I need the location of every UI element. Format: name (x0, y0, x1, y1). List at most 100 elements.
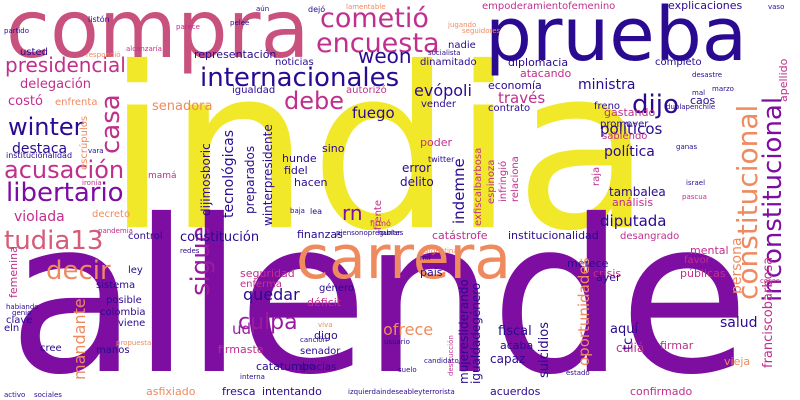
word-dinamitado: dinamitado (420, 57, 477, 68)
word-activo: activo (4, 391, 26, 399)
word-explicaciones: explicaciones (668, 0, 743, 12)
word-oportunidades: oportunidades (575, 257, 593, 366)
word-acusacion: acusación (4, 156, 125, 184)
word-pascua: pascua (682, 193, 707, 201)
word-relaciona: relaciona (510, 156, 521, 202)
word-fidel: fidel (284, 164, 308, 177)
word-constitucion: constitución (180, 230, 260, 245)
word-cosas: cosas (760, 277, 780, 285)
word-izquierda: izquierdaindeseableyterrorista (348, 388, 455, 396)
word-rn: rn (342, 201, 363, 225)
word-culpa: culpa (238, 310, 298, 335)
word-culia: culiá (616, 341, 645, 355)
word-cree: cree (40, 343, 62, 354)
word-apellido: apellido (777, 58, 790, 102)
word-usted: usted (20, 47, 48, 58)
word-infringio: infringió (498, 160, 509, 202)
word-costo: costó (8, 94, 43, 109)
word-vaso: vaso (768, 3, 785, 11)
word-socialista: socialista (428, 49, 461, 57)
word-decir: decir (46, 256, 111, 286)
word-udi: udi (232, 320, 256, 338)
word-publicas: públicas (680, 267, 726, 280)
word-israel: israel (686, 179, 706, 187)
word-mental: mental (690, 244, 729, 257)
word-femenina: femenina (7, 246, 20, 298)
word-tecnologicas: tecnológicas (221, 129, 237, 218)
word-igualdad: igualdad (232, 85, 276, 96)
word-catatumbo: catatumbo (256, 360, 316, 373)
word-pelee: peleé (230, 19, 250, 27)
word-colombia: colombia (100, 307, 146, 318)
word-presidencial: presidencial (5, 53, 126, 77)
word-enferma: enferma (240, 279, 282, 290)
word-tambalea: tambalea (609, 185, 666, 199)
word-vara: vara (88, 147, 104, 155)
word-economia: economía (488, 79, 542, 92)
word-seguridad: seguridad (240, 267, 295, 280)
word-merece: merece (567, 257, 609, 270)
word-hablar: hablar (378, 229, 401, 237)
word-mil: mil (420, 254, 431, 262)
word-lea: lea (310, 207, 323, 216)
word-digo: digo (314, 329, 338, 342)
word-desangrado: desangrado (620, 231, 680, 242)
word-redes: redes (180, 247, 200, 255)
word-fiscal: fiscal (498, 324, 532, 339)
word-parece: parece (176, 23, 200, 31)
word-firmar: firmar (660, 339, 694, 352)
word-dejo: dejó (308, 5, 326, 14)
word-weon: weon (358, 44, 412, 68)
word-contrato: contrato (488, 103, 531, 114)
word-acaba: acaba (500, 339, 534, 352)
word-confirmado: confirmado (630, 385, 693, 398)
word-pais: país (420, 266, 443, 279)
word-liston: listón (88, 15, 110, 24)
word-escrupulos: escrúpulos (79, 115, 90, 170)
word-hunde: hunde (282, 152, 317, 165)
word-estado: estado (566, 369, 590, 377)
word-crisis: crisis (593, 267, 622, 280)
word-marzo: marzo (712, 85, 734, 93)
word-interna: interna (240, 373, 265, 381)
word-ley: ley (128, 265, 143, 276)
word-autorizo: autorizó (346, 85, 387, 96)
word-decreto: decreto (92, 209, 131, 220)
word-candidato: candidato (424, 357, 459, 365)
word-preparados: preparados (243, 145, 257, 214)
word-deficit: déficit (307, 296, 342, 309)
word-habiando: habiando (6, 303, 39, 311)
word-delito: delito (400, 175, 434, 189)
word-exfiscalbarbosa: exfiscalbarbosa (473, 147, 484, 226)
word-prueba: prueba (485, 0, 748, 78)
word-evopoli: evópoli (414, 81, 472, 100)
word-argentina: argentina (424, 247, 458, 255)
word-suelo: suelo (398, 366, 417, 374)
word-asfixiado: asfixiado (146, 385, 196, 398)
word-clave: clave (6, 315, 33, 326)
word-sociales: sociales (34, 391, 62, 399)
word-ofrece: ofrece (383, 320, 434, 339)
word-traves: través (498, 89, 546, 107)
word-destaca: destaca (12, 141, 68, 157)
word-gracias: gracias (300, 362, 337, 373)
word-ganas: ganas (676, 143, 698, 151)
word-eln: eln (4, 323, 20, 334)
word-cancion: canción (300, 336, 328, 344)
word-favorita: propuesta (116, 339, 152, 347)
word-senadora: senadora (152, 99, 213, 114)
word-sabiendo: sabiendo (602, 131, 648, 142)
word-freno: freno (594, 101, 621, 112)
word-duplapenchile: duplapenchile (666, 103, 716, 111)
word-acuerdos: acuerdos (490, 385, 541, 398)
word-jugando: jugando (448, 21, 477, 29)
word-finanzas: finanzas (297, 228, 343, 241)
word-posible: posible (106, 295, 142, 306)
word-allende: allende (8, 174, 750, 400)
word-promover: promover (600, 119, 649, 130)
word-genero: género (319, 283, 354, 294)
word-diplomacia: diplomacia (508, 56, 569, 69)
word-aun: aún (256, 5, 270, 13)
word-senador: senador (300, 346, 341, 357)
